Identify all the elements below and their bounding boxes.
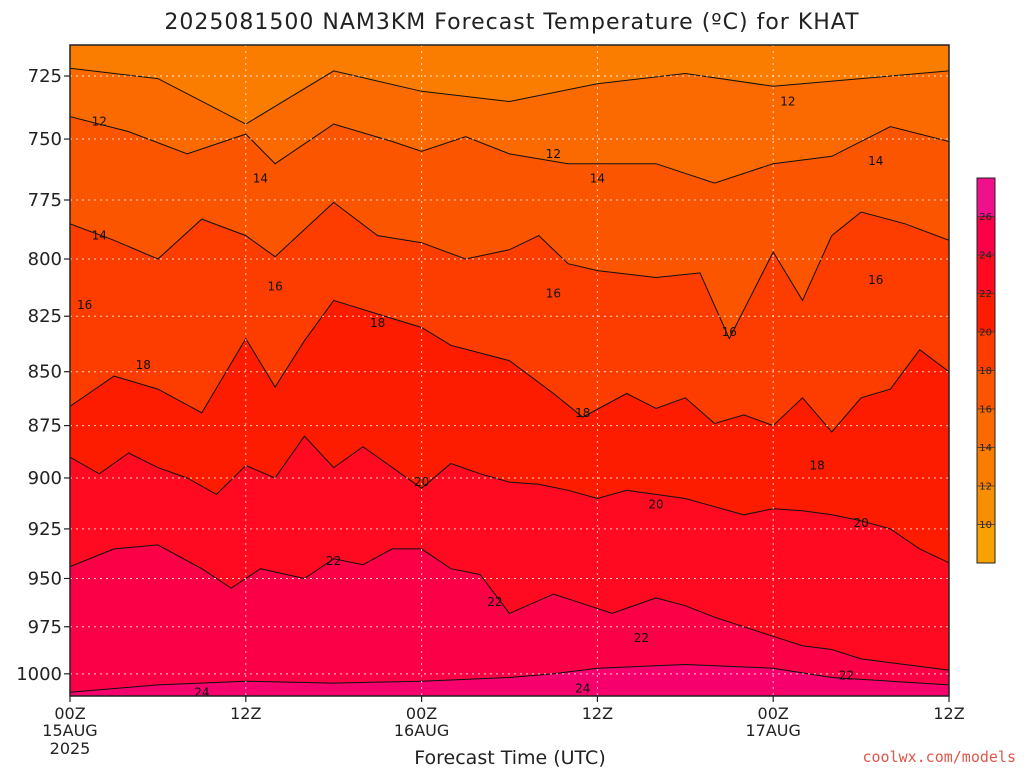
x-tick-label: 12Z bbox=[582, 704, 613, 723]
colorbar-label: 22 bbox=[979, 289, 992, 300]
y-tick-label: 900 bbox=[28, 468, 62, 489]
plot-frame bbox=[69, 44, 950, 697]
contour-label: 20 bbox=[414, 475, 429, 489]
colorbar-swatch bbox=[977, 524, 995, 563]
colorbar-swatch bbox=[977, 255, 995, 294]
y-tick-label: 825 bbox=[28, 306, 62, 327]
y-tick-label: 800 bbox=[28, 249, 62, 270]
contour-label: 24 bbox=[575, 682, 590, 696]
y-tick-label: 875 bbox=[28, 416, 62, 437]
contour-label: 20 bbox=[853, 516, 868, 530]
x-tick-label: 00Z bbox=[54, 704, 85, 723]
contour-label: 18 bbox=[136, 358, 151, 372]
y-tick-label: 725 bbox=[28, 66, 62, 87]
x-tick-date: 17AUG bbox=[745, 721, 800, 740]
contour-line-16 bbox=[70, 201, 949, 340]
colorbar-label: 12 bbox=[979, 482, 992, 493]
contour-label: 12 bbox=[92, 115, 107, 129]
contour-label: 16 bbox=[77, 298, 92, 312]
colorbar-swatch bbox=[977, 216, 995, 255]
colorbar-label: 20 bbox=[979, 328, 992, 339]
grid-lines bbox=[70, 45, 949, 696]
contour-label: 22 bbox=[634, 631, 649, 645]
contour-label: 14 bbox=[590, 171, 605, 185]
credit-text: coolwx.com/models bbox=[862, 748, 1016, 766]
colorbar-swatch bbox=[977, 486, 995, 525]
y-tick-label: 750 bbox=[28, 129, 62, 150]
colorbar-label: 14 bbox=[979, 443, 992, 454]
contour-line-20 bbox=[70, 435, 949, 564]
colorbar-label: 10 bbox=[979, 520, 992, 531]
contour-line-18 bbox=[70, 299, 949, 433]
contour-label: 16 bbox=[267, 280, 282, 294]
x-tick-label: 12Z bbox=[933, 704, 964, 723]
y-tick-label: 850 bbox=[28, 362, 62, 383]
colorbar-swatch bbox=[977, 178, 995, 217]
y-tick-label: 775 bbox=[28, 190, 62, 211]
x-tick-label: 00Z bbox=[406, 704, 437, 723]
x-tick-date: 15AUG bbox=[42, 721, 97, 740]
contour-label: 22 bbox=[326, 554, 341, 568]
contour-label: 18 bbox=[370, 316, 385, 330]
x-tick-label: 00Z bbox=[758, 704, 789, 723]
contour-label: 14 bbox=[92, 229, 107, 243]
y-tick-label: 950 bbox=[28, 568, 62, 589]
colorbar-swatch bbox=[977, 409, 995, 448]
y-tick-label: 1000 bbox=[16, 664, 62, 685]
x-axis-title: Forecast Time (UTC) bbox=[414, 747, 605, 768]
contour-label: 12 bbox=[546, 147, 561, 161]
y-tick-label: 925 bbox=[28, 519, 62, 540]
contour-label: 12 bbox=[780, 94, 795, 108]
contour-labels: 12 12 12 14 14 14 14 16 16 16 16 16 18 18 18 18 20 20 20 22… bbox=[77, 94, 883, 699]
colorbar-label: 24 bbox=[979, 251, 992, 262]
colorbar-swatch bbox=[977, 332, 995, 371]
contour-label: 22 bbox=[487, 595, 502, 609]
y-axis: 725 750 775 800 825 850 875 900 925 950 975 1000 bbox=[16, 66, 70, 685]
contour-label: 14 bbox=[868, 154, 883, 168]
contour-label: 16 bbox=[868, 273, 883, 287]
contour-label: 18 bbox=[810, 459, 825, 473]
contour-label: 20 bbox=[648, 498, 663, 512]
colorbar-label: 16 bbox=[979, 405, 992, 416]
contour-label: 16 bbox=[546, 287, 561, 301]
contour-line-14 bbox=[70, 116, 949, 184]
y-tick-label: 975 bbox=[28, 617, 62, 638]
colorbar: 10 12 14 16 18 20 22 24 26 bbox=[976, 177, 996, 564]
contour-line-12 bbox=[70, 67, 949, 125]
temperature-fill bbox=[70, 45, 949, 696]
colorbar-label: 26 bbox=[979, 212, 992, 223]
contour-label: 18 bbox=[575, 406, 590, 420]
colorbar-swatch bbox=[977, 447, 995, 486]
x-tick-date: 16AUG bbox=[394, 721, 449, 740]
chart-title: 2025081500 NAM3KM Forecast Temperature (… bbox=[164, 10, 859, 35]
x-tick-year: 2025 bbox=[50, 739, 91, 758]
band-fill bbox=[70, 45, 949, 125]
contour-lines bbox=[70, 67, 949, 693]
contour-label: 14 bbox=[253, 171, 268, 185]
contour-line-22 bbox=[70, 544, 949, 671]
colorbar-swatch bbox=[977, 370, 995, 409]
contour-label: 22 bbox=[839, 669, 854, 683]
contour-label: 24 bbox=[194, 685, 209, 699]
colorbar-label: 18 bbox=[979, 366, 992, 377]
x-tick-label: 12Z bbox=[230, 704, 261, 723]
contour-label: 16 bbox=[722, 325, 737, 339]
colorbar-swatch bbox=[977, 293, 995, 332]
